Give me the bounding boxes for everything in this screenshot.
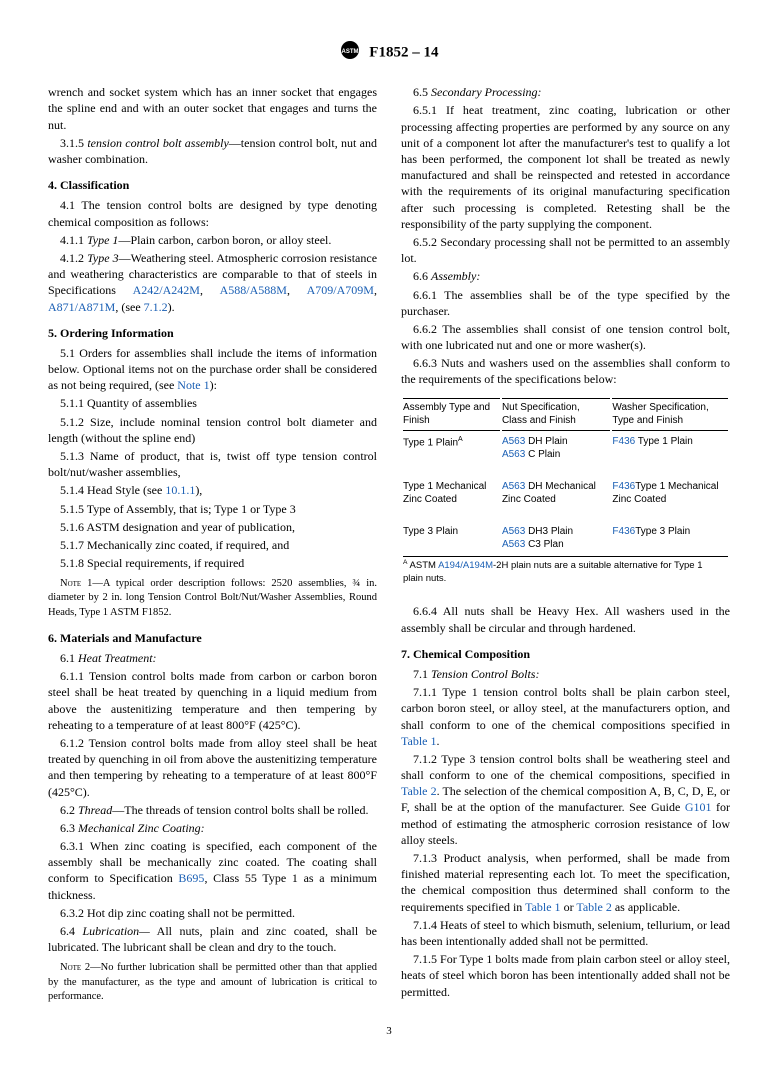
p-64: 6.4 Lubrication— All nuts, plain and zin… [48,923,377,955]
link-a563[interactable]: A563 [502,449,525,460]
p-513: 5.1.3 Name of product, that is, twist of… [48,448,377,480]
s7: 7. Chemical Composition [401,646,730,662]
p-515: 5.1.5 Type of Assembly, that is; Type 1 … [48,501,377,517]
link-table2[interactable]: Table 2 [401,784,437,798]
p-51: 5.1 Orders for assemblies shall include … [48,345,377,394]
p-412: 4.1.2 Type 3—Weathering steel. Atmospher… [48,250,377,315]
p-63: 6.3 Mechanical Zinc Coating: [48,820,377,836]
link-a242[interactable]: A242/A242M [133,283,200,297]
page-number: 3 [48,1024,730,1039]
p-711: 7.1.1 Type 1 tension control bolts shall… [401,684,730,749]
link-g101[interactable]: G101 [685,800,712,814]
table-row: Type 3 Plain A563 DH3 PlainA563 C3 Plan … [403,523,728,554]
p-715: 7.1.5 For Type 1 bolts made from plain c… [401,951,730,1000]
s5: 5. Ordering Information [48,325,377,341]
p-41: 4.1 The tension control bolts are design… [48,197,377,229]
link-1011[interactable]: 10.1.1 [165,483,195,497]
p-512: 5.1.2 Size, include nominal tension cont… [48,414,377,446]
link-f436[interactable]: F436 [612,481,635,492]
p-61: 6.1 Heat Treatment: [48,650,377,666]
link-f436[interactable]: F436 [612,436,635,447]
link-a194[interactable]: A194/A194M [438,560,493,571]
p-631: 6.3.1 When zinc coating is specified, ea… [48,838,377,903]
s6: 6. Materials and Manufacture [48,630,377,646]
p-62: 6.2 Thread—The threads of tension contro… [48,802,377,818]
p-611: 6.1.1 Tension control bolts made from ca… [48,668,377,733]
p-651: 6.5.1 If heat treatment, zinc coating, l… [401,102,730,232]
assembly-table: Assembly Type and Finish Nut Specificati… [401,396,730,590]
th-1: Assembly Type and Finish [403,398,500,431]
link-f436[interactable]: F436 [612,526,635,537]
p-71: 7.1 Tension Control Bolts: [401,666,730,682]
p-518: 5.1.8 Special requirements, if required [48,555,377,571]
table-footnote: A ASTM A194/A194M-2H plain nuts are a su… [403,556,728,588]
link-a563[interactable]: A563 [502,539,525,550]
p-661: 6.6.1 The assemblies shall be of the typ… [401,287,730,319]
note-2: Note 2—No further lubrication shall be p… [48,961,377,1004]
p-663: 6.6.3 Nuts and washers used on the assem… [401,355,730,387]
p-66: 6.6 Assembly: [401,268,730,284]
table-row: Type 1 PlainA A563 DH PlainA563 C Plain … [403,433,728,464]
th-3: Washer Specification, Type and Finish [612,398,728,431]
table-row: Type 1 Mechanical Zinc Coated A563 DH Me… [403,478,728,509]
p-714: 7.1.4 Heats of steel to which bismuth, s… [401,917,730,949]
link-note1[interactable]: Note 1 [177,378,209,392]
note-1: Note 1—A typical order description follo… [48,577,377,620]
link-b695[interactable]: B695 [178,871,204,885]
link-a563[interactable]: A563 [502,436,525,447]
p-712: 7.1.2 Type 3 tension control bolts shall… [401,751,730,848]
link-table2[interactable]: Table 2 [576,900,611,914]
p-514: 5.1.4 Head Style (see 10.1.1), [48,482,377,498]
p-517: 5.1.7 Mechanically zinc coated, if requi… [48,537,377,553]
s4: 4. Classification [48,177,377,193]
p-315: 3.1.5 tension control bolt assembly—tens… [48,135,377,167]
link-a563[interactable]: A563 [502,526,525,537]
link-a709[interactable]: A709/A709M [307,283,374,297]
page-header: ASTM F1852 – 14 [48,40,730,66]
th-2: Nut Specification, Class and Finish [502,398,610,431]
p-652: 6.5.2 Secondary processing shall not be … [401,234,730,266]
link-712[interactable]: 7.1.2 [144,300,168,314]
link-a588[interactable]: A588/A588M [220,283,287,297]
link-table1[interactable]: Table 1 [401,734,436,748]
p-511: 5.1.1 Quantity of assemblies [48,395,377,411]
p-411: 4.1.1 Type 1—Plain carbon, carbon boron,… [48,232,377,248]
svg-text:ASTM: ASTM [341,49,358,55]
body-columns: wrench and socket system which has an in… [48,84,730,1006]
designation: F1852 – 14 [369,45,438,61]
link-table1[interactable]: Table 1 [525,900,560,914]
p-wrench: wrench and socket system which has an in… [48,84,377,133]
p-662: 6.6.2 The assemblies shall consist of on… [401,321,730,353]
p-612: 6.1.2 Tension control bolts made from al… [48,735,377,800]
p-713: 7.1.3 Product analysis, when performed, … [401,850,730,915]
link-a563[interactable]: A563 [502,481,525,492]
p-632: 6.3.2 Hot dip zinc coating shall not be … [48,905,377,921]
p-516: 5.1.6 ASTM designation and year of publi… [48,519,377,535]
p-65: 6.5 Secondary Processing: [401,84,730,100]
p-664: 6.6.4 All nuts shall be Heavy Hex. All w… [401,603,730,635]
astm-logo: ASTM [340,40,360,66]
link-a871[interactable]: A871/A871M [48,300,115,314]
